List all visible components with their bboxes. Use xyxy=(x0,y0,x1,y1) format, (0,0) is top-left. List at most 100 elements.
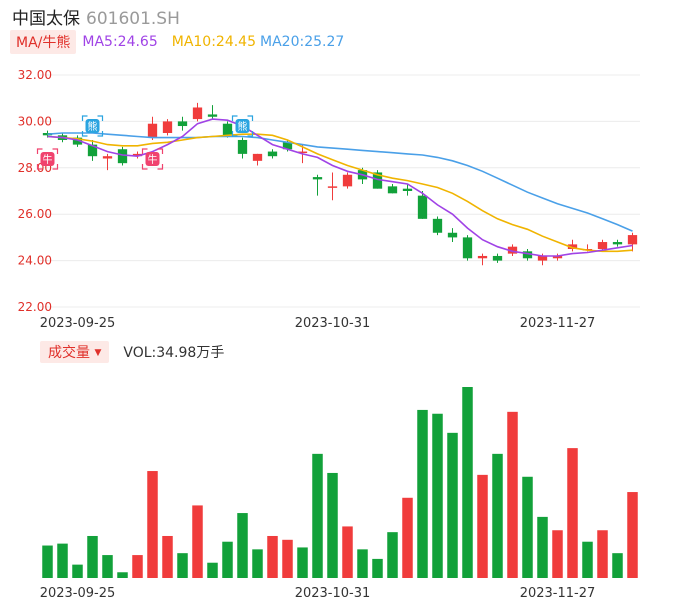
y-tick-label: 26.00 xyxy=(18,207,52,221)
candle xyxy=(567,239,578,252)
bull-marker: 牛 xyxy=(141,148,164,170)
volume-bar xyxy=(432,413,443,578)
candle xyxy=(327,172,338,201)
volume-bar xyxy=(132,555,143,578)
candle xyxy=(177,116,188,131)
candle xyxy=(237,137,248,159)
ma-indicator-tag[interactable]: MA/牛熊 xyxy=(10,30,77,54)
marker-bracket xyxy=(141,148,164,170)
candle-body xyxy=(192,107,203,120)
volume-tag-label: 成交量 xyxy=(48,345,90,361)
volume-bar xyxy=(372,558,383,578)
candle xyxy=(312,174,323,196)
volume-bar xyxy=(87,535,98,578)
volume-bar xyxy=(342,526,353,578)
volume-value: VOL:34.98万手 xyxy=(123,345,225,361)
volume-bar xyxy=(252,549,263,578)
volume-bar xyxy=(207,562,218,578)
marker-label: 熊 xyxy=(238,120,248,133)
marker-label: 熊 xyxy=(88,120,98,133)
candle xyxy=(252,153,263,166)
candle-body xyxy=(147,123,158,138)
volume-bar xyxy=(177,553,188,578)
candle xyxy=(132,151,143,159)
volume-bar xyxy=(102,555,113,578)
volume-bar xyxy=(162,535,173,578)
candle-body xyxy=(462,237,473,259)
candle-body xyxy=(132,153,143,157)
marker-bracket xyxy=(81,115,104,137)
candle xyxy=(627,232,638,252)
candle-body xyxy=(342,174,353,187)
candle xyxy=(432,216,443,236)
candle xyxy=(387,184,398,194)
volume-bar xyxy=(537,516,548,578)
volume-bar xyxy=(507,411,518,578)
candle-body xyxy=(237,139,248,154)
candle-body xyxy=(537,255,548,261)
candle-body xyxy=(207,114,218,117)
volume-bar xyxy=(492,453,503,578)
candle-body xyxy=(417,195,428,219)
volume-bar xyxy=(522,476,533,578)
volume-indicator-dropdown[interactable]: 成交量 ▼ xyxy=(40,341,110,363)
candle-body xyxy=(597,242,608,249)
candle xyxy=(162,119,173,136)
volume-bar xyxy=(267,535,278,578)
volume-bar xyxy=(567,448,578,578)
candle xyxy=(597,239,608,252)
candle xyxy=(207,105,218,120)
candle-body xyxy=(87,144,98,157)
candle-body xyxy=(387,186,398,194)
candle xyxy=(402,184,413,196)
y-tick-label: 30.00 xyxy=(18,114,52,128)
candle xyxy=(477,253,488,266)
candle xyxy=(147,116,158,140)
x-tick-label: 2023-10-31 xyxy=(295,586,371,601)
candle-body xyxy=(627,235,638,245)
candle-body xyxy=(312,177,323,180)
candle-body xyxy=(372,172,383,189)
x-tick-label: 2023-09-25 xyxy=(40,586,116,601)
volume-bar xyxy=(597,530,608,578)
candle-body xyxy=(102,156,113,159)
candle-body xyxy=(477,255,488,259)
volume-bar xyxy=(357,549,368,578)
candle-body xyxy=(282,142,293,150)
candle xyxy=(192,102,203,122)
marker-badge xyxy=(85,119,100,133)
volume-bar xyxy=(612,553,623,578)
ma20-value: MA20:25.27 xyxy=(260,34,345,50)
volume-bar xyxy=(147,471,158,578)
candle xyxy=(612,239,623,247)
volume-bar xyxy=(72,564,83,578)
candle xyxy=(492,253,503,263)
ma5-line xyxy=(47,118,633,257)
volume-bar xyxy=(417,409,428,578)
marker-badge xyxy=(40,152,55,166)
volume-bar xyxy=(117,572,128,578)
x-tick-label: 2023-11-27 xyxy=(520,586,596,601)
marker-label: 牛 xyxy=(43,153,53,166)
candle-body xyxy=(267,151,278,157)
candle xyxy=(417,191,428,219)
stock-header: 中国太保 601601.SH xyxy=(12,4,180,29)
candle xyxy=(507,244,518,256)
candle-body xyxy=(402,188,413,191)
volume-bar xyxy=(402,497,413,578)
candle xyxy=(447,228,458,243)
volume-bar xyxy=(327,472,338,578)
marker-bracket xyxy=(231,115,254,137)
candle xyxy=(462,235,473,261)
candle-body xyxy=(327,186,338,188)
candle-body xyxy=(522,251,533,259)
ma20-line xyxy=(47,132,633,232)
volume-bar xyxy=(627,492,638,578)
candle-body xyxy=(177,121,188,127)
ma5-value: MA5:24.65 xyxy=(82,34,158,50)
volume-bar xyxy=(312,453,323,578)
candle-body xyxy=(117,149,128,164)
ma10-value: MA10:24.45 xyxy=(171,34,257,50)
marker-bracket xyxy=(36,148,59,170)
